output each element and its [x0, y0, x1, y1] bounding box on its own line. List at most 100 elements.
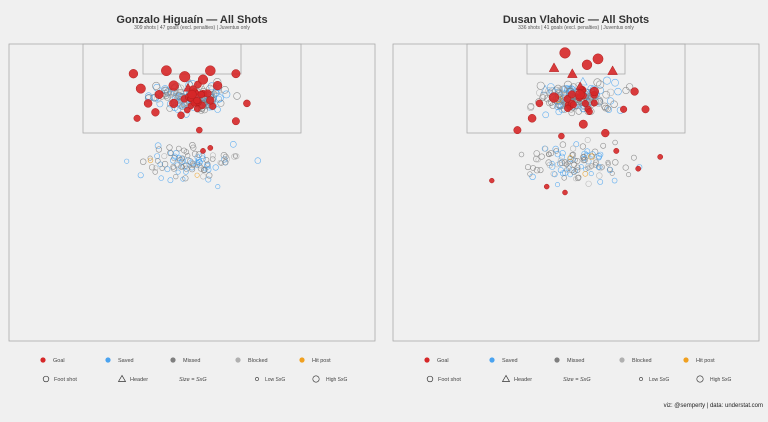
pitch	[8, 43, 376, 342]
shot-marker-goal	[535, 99, 544, 108]
shot-marker-missed	[602, 90, 611, 99]
shot-marker-missed	[209, 156, 216, 162]
legend-label: Missed	[183, 358, 200, 364]
legend-label: Saved	[118, 358, 134, 364]
shot-marker-missed	[176, 89, 185, 98]
shot-marker-blocked	[526, 103, 535, 111]
shot-marker-blocked	[545, 87, 553, 96]
shot-marker-missed	[140, 158, 147, 165]
shot-marker-saved	[611, 177, 618, 184]
shot-marker-goal	[187, 89, 197, 100]
shot-marker-saved	[175, 169, 181, 175]
shot-marker-missed	[610, 100, 618, 108]
shot-marker-goal	[581, 59, 593, 70]
shot-marker-missed	[537, 167, 544, 174]
shot-marker-saved	[215, 184, 221, 190]
shot-marker-missed	[580, 153, 587, 160]
shot-marker-saved	[573, 141, 580, 148]
shot-marker-goal	[569, 101, 577, 109]
legend-label: Saved	[502, 358, 518, 364]
low-sxg-icon	[639, 377, 643, 381]
shot-marker-blocked	[161, 153, 168, 160]
shot-marker-saved	[566, 165, 572, 171]
shot-marker-goal	[590, 99, 598, 107]
legend-swatch-blocked	[235, 357, 241, 363]
shot-markers	[489, 47, 664, 196]
legend-swatch-goal	[40, 357, 46, 363]
shot-marker-blocked	[554, 162, 561, 168]
shot-marker-goal	[196, 126, 203, 134]
shot-marker-saved	[205, 166, 212, 173]
shot-marker-saved	[602, 76, 611, 85]
shot-marker-missed	[518, 151, 525, 158]
shot-marker-saved	[175, 154, 182, 162]
shot-marker-goal	[574, 89, 585, 100]
shot-marker-missed	[564, 167, 570, 173]
shot-marker-goal	[184, 106, 191, 114]
shot-marker-missed	[547, 150, 555, 157]
shot-marker-blocked	[584, 137, 591, 144]
shot-marker-goal	[133, 114, 141, 122]
shot-marker-saved	[214, 106, 221, 113]
shot-marker-missed	[574, 164, 581, 171]
shot-marker-goal	[207, 145, 214, 151]
shot-marker-missed	[164, 88, 172, 96]
size-legend-label: Size = SxG	[563, 377, 591, 383]
shot-marker-blocked	[597, 165, 604, 172]
shot-map-panel-left: Gonzalo Higuaín — All Shots 309 shots | …	[8, 14, 376, 342]
shot-marker-goal	[527, 114, 537, 123]
shot-marker-missed	[197, 163, 203, 169]
shot-marker-saved	[559, 150, 566, 157]
shot-marker-goal	[203, 89, 212, 98]
shot-marker-missed	[147, 155, 153, 161]
shot-marker-saved	[551, 171, 558, 178]
shot-marker-missed	[612, 139, 618, 146]
legend-swatch-missed	[170, 357, 176, 363]
shot-marker-blocked	[550, 170, 557, 177]
legend-label: Foot shot	[438, 377, 461, 383]
shot-marker-missed	[595, 80, 605, 89]
shot-marker-goal	[564, 104, 572, 112]
legend-label: Low SxG	[265, 377, 285, 383]
shot-marker-hit-post	[587, 153, 595, 160]
shot-marker-missed	[574, 167, 581, 173]
high-sxg-icon	[696, 375, 704, 383]
shot-marker-saved	[578, 76, 588, 86]
shot-marker-saved	[156, 100, 164, 108]
shot-marker-missed	[591, 148, 599, 156]
shot-marker-missed	[152, 169, 158, 175]
shot-marker-goal	[143, 99, 153, 108]
shot-marker-goal	[548, 62, 560, 72]
shot-marker-blocked	[585, 163, 591, 169]
shot-marker-missed	[161, 160, 169, 168]
shot-marker-goal	[607, 65, 618, 75]
shot-marker-goal	[161, 65, 172, 77]
shot-marker-goal	[177, 111, 185, 120]
shot-marker-goal	[243, 99, 251, 108]
legend-label: Blocked	[248, 358, 268, 364]
shot-marker-missed	[599, 164, 605, 170]
shot-marker-saved	[230, 141, 237, 148]
shot-marker-missed	[155, 146, 162, 153]
shot-marker-missed	[559, 85, 568, 94]
legend-label: Hit post	[312, 358, 331, 364]
shot-marker-saved	[212, 164, 219, 171]
legend-label: Blocked	[632, 358, 652, 364]
shot-marker-blocked	[166, 89, 174, 98]
shot-marker-saved	[552, 145, 559, 153]
shot-marker-goal	[575, 81, 585, 90]
shot-marker-missed	[533, 166, 541, 174]
six-yard-box	[142, 43, 242, 75]
shot-marker-saved	[588, 171, 594, 177]
shot-marker-saved	[215, 94, 224, 103]
shot-marker-missed	[181, 147, 187, 154]
shot-marker-missed	[626, 172, 632, 178]
shot-marker-goal	[128, 69, 139, 79]
shot-marker-goal	[206, 96, 215, 105]
shot-marker-saved	[124, 158, 130, 164]
shot-marker-goal	[212, 80, 223, 91]
shot-marker-missed	[178, 163, 185, 170]
shot-marker-saved	[172, 153, 179, 160]
shot-marker-missed	[631, 154, 637, 161]
shot-marker-missed	[173, 174, 179, 180]
